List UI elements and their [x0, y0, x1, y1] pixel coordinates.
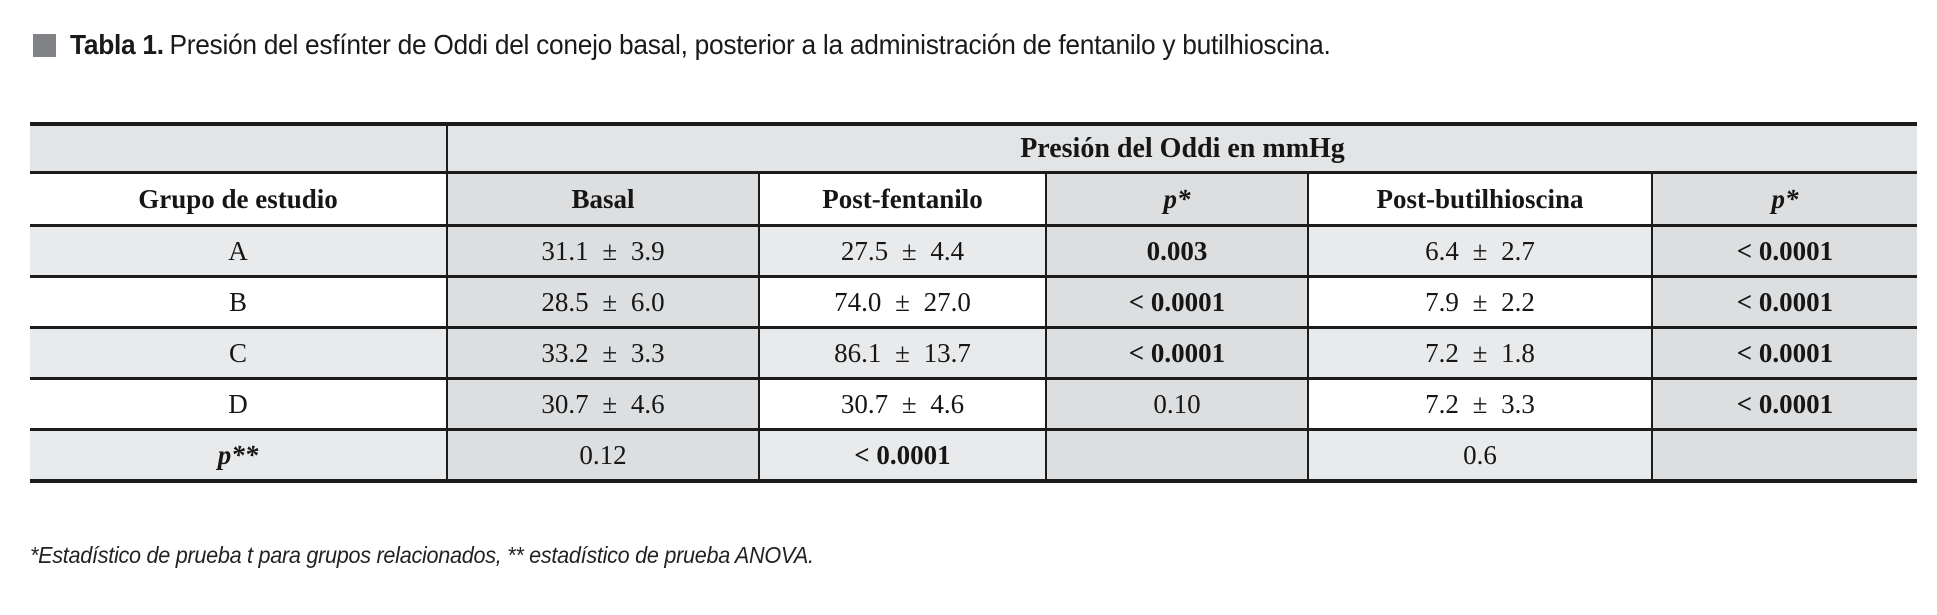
cell-p-butilhioscina	[1651, 428, 1917, 483]
cell-group: A	[30, 224, 448, 278]
table-caption: Tabla 1. Presión del esfínter de Oddi del…	[33, 28, 1937, 62]
cell-group: D	[30, 377, 448, 431]
group-header-row: Presión del Oddi en mmHg	[30, 122, 1917, 174]
table-row-anova: p** 0.12 < 0.0001 0.6	[30, 428, 1917, 483]
cell-group: p**	[30, 428, 448, 483]
corner-cell	[30, 122, 448, 174]
cell-p-butilhioscina: < 0.0001	[1651, 326, 1917, 380]
column-header-basal: Basal	[446, 171, 760, 227]
cell-post-fentanilo: 74.0 ± 27.0	[758, 275, 1047, 329]
table-footnote: *Estadístico de prueba t para grupos rel…	[30, 540, 1937, 570]
footnote-text: *Estadístico de prueba t para grupos rel…	[30, 542, 814, 568]
cell-post-butilhioscina: 7.9 ± 2.2	[1307, 275, 1653, 329]
column-header-p-fentanilo: p*	[1045, 171, 1309, 227]
cell-p-fentanilo	[1045, 428, 1309, 483]
table-row-c: C 33.2 ± 3.3 86.1 ± 13.7 < 0.0001 7.2 ± …	[30, 326, 1917, 380]
cell-p-butilhioscina: < 0.0001	[1651, 377, 1917, 431]
cell-post-butilhioscina: 6.4 ± 2.7	[1307, 224, 1653, 278]
oddi-pressure-table: Presión del Oddi en mmHg Grupo de estudi…	[30, 122, 1917, 483]
cell-post-fentanilo: 86.1 ± 13.7	[758, 326, 1047, 380]
cell-p-fentanilo: 0.003	[1045, 224, 1309, 278]
caption-label: Tabla 1.	[70, 29, 164, 60]
cell-p-fentanilo: < 0.0001	[1045, 275, 1309, 329]
cell-post-fentanilo: < 0.0001	[758, 428, 1047, 483]
cell-p-fentanilo: 0.10	[1045, 377, 1309, 431]
column-header-post-fentanilo: Post-fentanilo	[758, 171, 1047, 227]
cell-basal: 0.12	[446, 428, 760, 483]
cell-post-butilhioscina: 0.6	[1307, 428, 1653, 483]
cell-basal: 28.5 ± 6.0	[446, 275, 760, 329]
cell-basal: 33.2 ± 3.3	[446, 326, 760, 380]
cell-group: B	[30, 275, 448, 329]
column-header-p-butilhioscina: p*	[1651, 171, 1917, 227]
group-header-cell: Presión del Oddi en mmHg	[446, 122, 1917, 174]
cell-group: C	[30, 326, 448, 380]
cell-post-fentanilo: 27.5 ± 4.4	[758, 224, 1047, 278]
cell-post-fentanilo: 30.7 ± 4.6	[758, 377, 1047, 431]
cell-post-butilhioscina: 7.2 ± 1.8	[1307, 326, 1653, 380]
cell-basal: 31.1 ± 3.9	[446, 224, 760, 278]
caption-text: Presión del esfínter de Oddi del conejo …	[169, 29, 1331, 60]
table-row-b: B 28.5 ± 6.0 74.0 ± 27.0 < 0.0001 7.9 ± …	[30, 275, 1917, 329]
cell-p-butilhioscina: < 0.0001	[1651, 275, 1917, 329]
caption-line: Tabla 1. Presión del esfínter de Oddi del…	[70, 28, 1331, 62]
column-header-row: Grupo de estudio Basal Post-fentanilo p*…	[30, 171, 1917, 227]
cell-post-butilhioscina: 7.2 ± 3.3	[1307, 377, 1653, 431]
column-header-group: Grupo de estudio	[30, 171, 448, 227]
column-header-post-butilhioscina: Post-butilhioscina	[1307, 171, 1653, 227]
cell-basal: 30.7 ± 4.6	[446, 377, 760, 431]
cell-p-butilhioscina: < 0.0001	[1651, 224, 1917, 278]
square-bullet-icon	[33, 33, 56, 57]
table-row-a: A 31.1 ± 3.9 27.5 ± 4.4 0.003 6.4 ± 2.7 …	[30, 224, 1917, 278]
table-row-d: D 30.7 ± 4.6 30.7 ± 4.6 0.10 7.2 ± 3.3 <…	[30, 377, 1917, 431]
cell-p-fentanilo: < 0.0001	[1045, 326, 1309, 380]
